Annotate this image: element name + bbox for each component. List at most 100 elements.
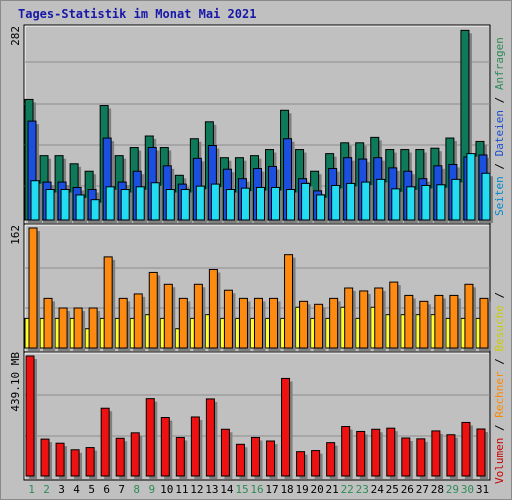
x-tick-day-20: 20 — [311, 483, 324, 496]
bar-rechner-day-29 — [449, 294, 459, 349]
bar-volumen-day-3 — [55, 442, 65, 477]
bar-volumen-day-27 — [416, 438, 426, 477]
x-tick-day-16: 16 — [250, 483, 263, 496]
bar-volumen-day-28 — [431, 430, 441, 477]
x-tick-day-22: 22 — [341, 483, 354, 496]
bar-volumen-day-29 — [446, 434, 456, 477]
bar-rechner-day-12 — [193, 283, 203, 349]
bar-volumen-day-18 — [281, 377, 291, 477]
x-tick-day-18: 18 — [280, 483, 293, 496]
x-tick-day-4: 4 — [73, 483, 80, 496]
x-tick-day-7: 7 — [118, 483, 125, 496]
x-tick-day-29: 29 — [446, 483, 459, 496]
bar-rechner-day-2 — [43, 297, 53, 349]
x-tick-day-9: 9 — [148, 483, 155, 496]
bar-seiten-day-29 — [451, 178, 461, 221]
bar-volumen-day-25 — [386, 427, 396, 477]
bar-volumen-day-13 — [205, 398, 215, 477]
bar-rechner-day-19 — [299, 300, 309, 349]
panel-visits — [23, 223, 491, 353]
bar-seiten-day-9 — [150, 182, 160, 221]
legend-item: / — [493, 418, 506, 438]
bar-rechner-day-13 — [208, 268, 218, 349]
bar-rechner-day-9 — [148, 271, 158, 349]
bar-volumen-day-24 — [371, 428, 381, 477]
x-tick-day-1: 1 — [28, 483, 35, 496]
x-tick-day-12: 12 — [190, 483, 203, 496]
bar-seiten-day-22 — [346, 182, 356, 221]
bar-seiten-day-1 — [30, 180, 40, 221]
bar-rechner-day-15 — [238, 297, 248, 349]
bar-volumen-day-22 — [341, 426, 351, 477]
bar-seiten-day-6 — [105, 186, 115, 221]
bar-seiten-day-24 — [376, 178, 386, 221]
bar-volumen-day-26 — [401, 437, 411, 477]
x-tick-day-10: 10 — [160, 483, 173, 496]
legend-top: Seiten / Dateien / Anfragen — [493, 37, 506, 216]
x-tick-day-8: 8 — [133, 483, 140, 496]
bar-rechner-day-8 — [133, 293, 143, 349]
bar-volumen-day-16 — [250, 436, 260, 477]
legend-item: Dateien — [493, 110, 506, 156]
bar-rechner-day-31 — [479, 297, 489, 349]
bar-rechner-day-11 — [178, 297, 188, 349]
bar-rechner-day-6 — [103, 256, 113, 349]
bar-rechner-day-1 — [28, 227, 38, 349]
bar-seiten-day-12 — [195, 185, 205, 221]
bar-volumen-day-17 — [266, 440, 276, 477]
bar-seiten-day-31 — [481, 172, 491, 221]
bar-volumen-day-14 — [220, 428, 230, 477]
bar-seiten-day-2 — [45, 189, 55, 221]
bar-volumen-day-11 — [175, 436, 185, 477]
legend-item: Anfragen — [493, 37, 506, 90]
bar-seiten-day-21 — [331, 184, 341, 221]
bar-rechner-day-7 — [118, 297, 128, 349]
bar-rechner-day-27 — [419, 300, 429, 349]
bottom-panel-max-label: 439.10 MB — [9, 352, 22, 412]
bar-rechner-day-5 — [88, 307, 98, 349]
x-tick-day-5: 5 — [88, 483, 95, 496]
bar-volumen-day-7 — [115, 437, 125, 477]
legend-item: Seiten — [493, 176, 506, 216]
bar-volumen-day-15 — [235, 443, 245, 477]
legend-item: / — [493, 352, 506, 372]
x-tick-day-24: 24 — [371, 483, 385, 496]
legend-item: Rechner — [493, 371, 506, 418]
x-tick-day-31: 31 — [476, 483, 489, 496]
x-tick-day-27: 27 — [416, 483, 429, 496]
bar-volumen-day-6 — [100, 407, 110, 477]
bar-rechner-day-16 — [253, 297, 263, 349]
bar-volumen-day-19 — [296, 451, 306, 477]
bar-rechner-day-30 — [464, 283, 474, 349]
bar-volumen-day-4 — [70, 449, 80, 477]
bar-rechner-day-17 — [269, 297, 279, 349]
bar-rechner-day-26 — [404, 294, 414, 349]
bar-seiten-day-16 — [255, 186, 265, 221]
x-tick-day-11: 11 — [175, 483, 188, 496]
chart-title: Tages-Statistik im Monat Mai 2021 — [18, 7, 257, 21]
x-tick-day-2: 2 — [43, 483, 50, 496]
panel-volume — [23, 351, 491, 481]
bar-rechner-day-14 — [223, 289, 233, 349]
bar-seiten-day-3 — [60, 189, 70, 221]
bar-seiten-day-5 — [90, 199, 100, 221]
bar-rechner-day-18 — [284, 254, 294, 349]
bar-seiten-day-20 — [316, 194, 326, 221]
legend-item: / — [493, 156, 506, 176]
top-panel-max-label: 282 — [9, 26, 22, 46]
bar-volumen-day-12 — [190, 416, 200, 477]
bar-seiten-day-28 — [436, 184, 446, 221]
x-tick-day-26: 26 — [401, 483, 414, 496]
bar-rechner-day-22 — [344, 287, 354, 349]
legend-item: / — [493, 292, 506, 305]
x-tick-day-25: 25 — [386, 483, 399, 496]
bar-seiten-day-14 — [225, 189, 235, 221]
legend-item: Volumen — [493, 438, 506, 484]
x-tick-day-17: 17 — [265, 483, 278, 496]
bar-seiten-day-19 — [301, 182, 311, 221]
bar-volumen-day-23 — [356, 430, 366, 477]
bar-volumen-day-10 — [160, 417, 170, 477]
x-tick-day-19: 19 — [295, 483, 308, 496]
bar-volumen-day-2 — [40, 438, 50, 477]
bar-volumen-day-30 — [461, 421, 471, 477]
